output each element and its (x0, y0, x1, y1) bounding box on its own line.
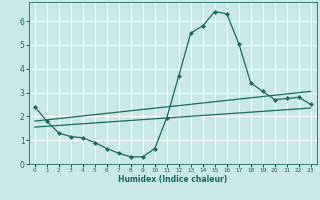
X-axis label: Humidex (Indice chaleur): Humidex (Indice chaleur) (118, 175, 228, 184)
